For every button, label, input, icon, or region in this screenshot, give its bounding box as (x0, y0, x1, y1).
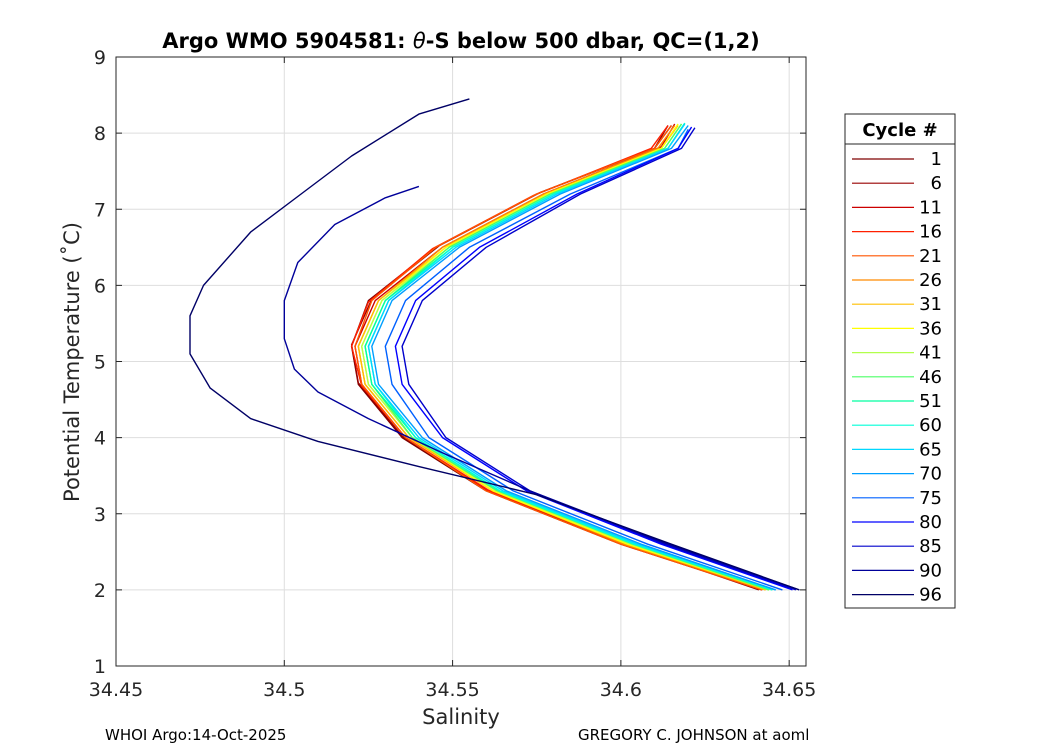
y-tick-label: 2 (94, 580, 106, 602)
legend-label: 70 (919, 464, 942, 485)
y-tick-label: 6 (94, 275, 106, 297)
series-line-cycle-85 (401, 127, 797, 591)
series-line-cycle-70 (371, 125, 776, 591)
legend-label: 65 (919, 439, 942, 460)
legend-label: 80 (919, 512, 942, 533)
legend-label: 75 (919, 488, 942, 509)
footer-date: WHOI Argo:14-Oct-2025 (105, 726, 287, 744)
x-axis-label: Salinity (422, 705, 500, 729)
legend-label: 96 (919, 585, 942, 606)
y-tick-label: 3 (94, 504, 106, 526)
x-tick-labels: 34.45 34.5 34.55 34.6 34.65 (89, 679, 817, 701)
y-tick-label: 7 (94, 199, 106, 221)
legend-label: 85 (919, 536, 942, 557)
legend-label: 46 (919, 367, 942, 388)
series-line-cycle-96 (189, 98, 800, 591)
y-axis-label: Potential Temperature (˚C) (60, 222, 84, 502)
legend-label: 31 (919, 294, 942, 315)
y-tick-label: 4 (94, 428, 106, 450)
grid-lines (115, 56, 806, 667)
legend-box (844, 113, 956, 609)
data-series (189, 98, 800, 591)
footer-author: GREGORY C. JOHNSON at aoml (578, 726, 810, 744)
legend-label: 51 (919, 391, 942, 412)
x-tick-label: 34.5 (263, 679, 305, 701)
plot-area-border (115, 56, 807, 667)
legend-label: 60 (919, 415, 942, 436)
legend-label: 26 (919, 270, 942, 291)
y-tick-label: 8 (94, 123, 106, 145)
y-tick-labels: 1 2 3 4 5 6 7 8 9 (94, 47, 106, 678)
legend: Cycle # 16111621263136414651606570758085… (844, 113, 956, 609)
series-line-cycle-21 (354, 125, 763, 591)
legend-label: 6 (931, 173, 942, 194)
x-tick-label: 34.65 (762, 679, 816, 701)
legend-label: 11 (919, 197, 942, 218)
legend-title: Cycle # (862, 120, 937, 141)
y-tick-label: 1 (94, 656, 106, 678)
legend-label: 36 (919, 318, 942, 339)
legend-label: 21 (919, 246, 942, 267)
y-tick-label: 5 (94, 352, 106, 374)
y-tick-label: 9 (94, 47, 106, 69)
x-tick-label: 34.45 (89, 679, 143, 701)
series-line-cycle-80 (394, 126, 793, 591)
legend-label: 90 (919, 560, 942, 581)
x-tick-label: 34.55 (425, 679, 479, 701)
legend-label: 1 (931, 149, 942, 170)
legend-label: 41 (919, 343, 942, 364)
chart-title: Argo WMO 5904581: θ-S below 500 dbar, QC… (162, 29, 759, 53)
legend-label: 16 (919, 222, 942, 243)
x-tick-label: 34.6 (600, 679, 642, 701)
series-line-cycle-65 (367, 123, 776, 591)
series-line-cycle-90 (283, 185, 800, 591)
series-line-cycle-36 (361, 123, 770, 591)
series-line-cycle-75 (384, 128, 783, 591)
